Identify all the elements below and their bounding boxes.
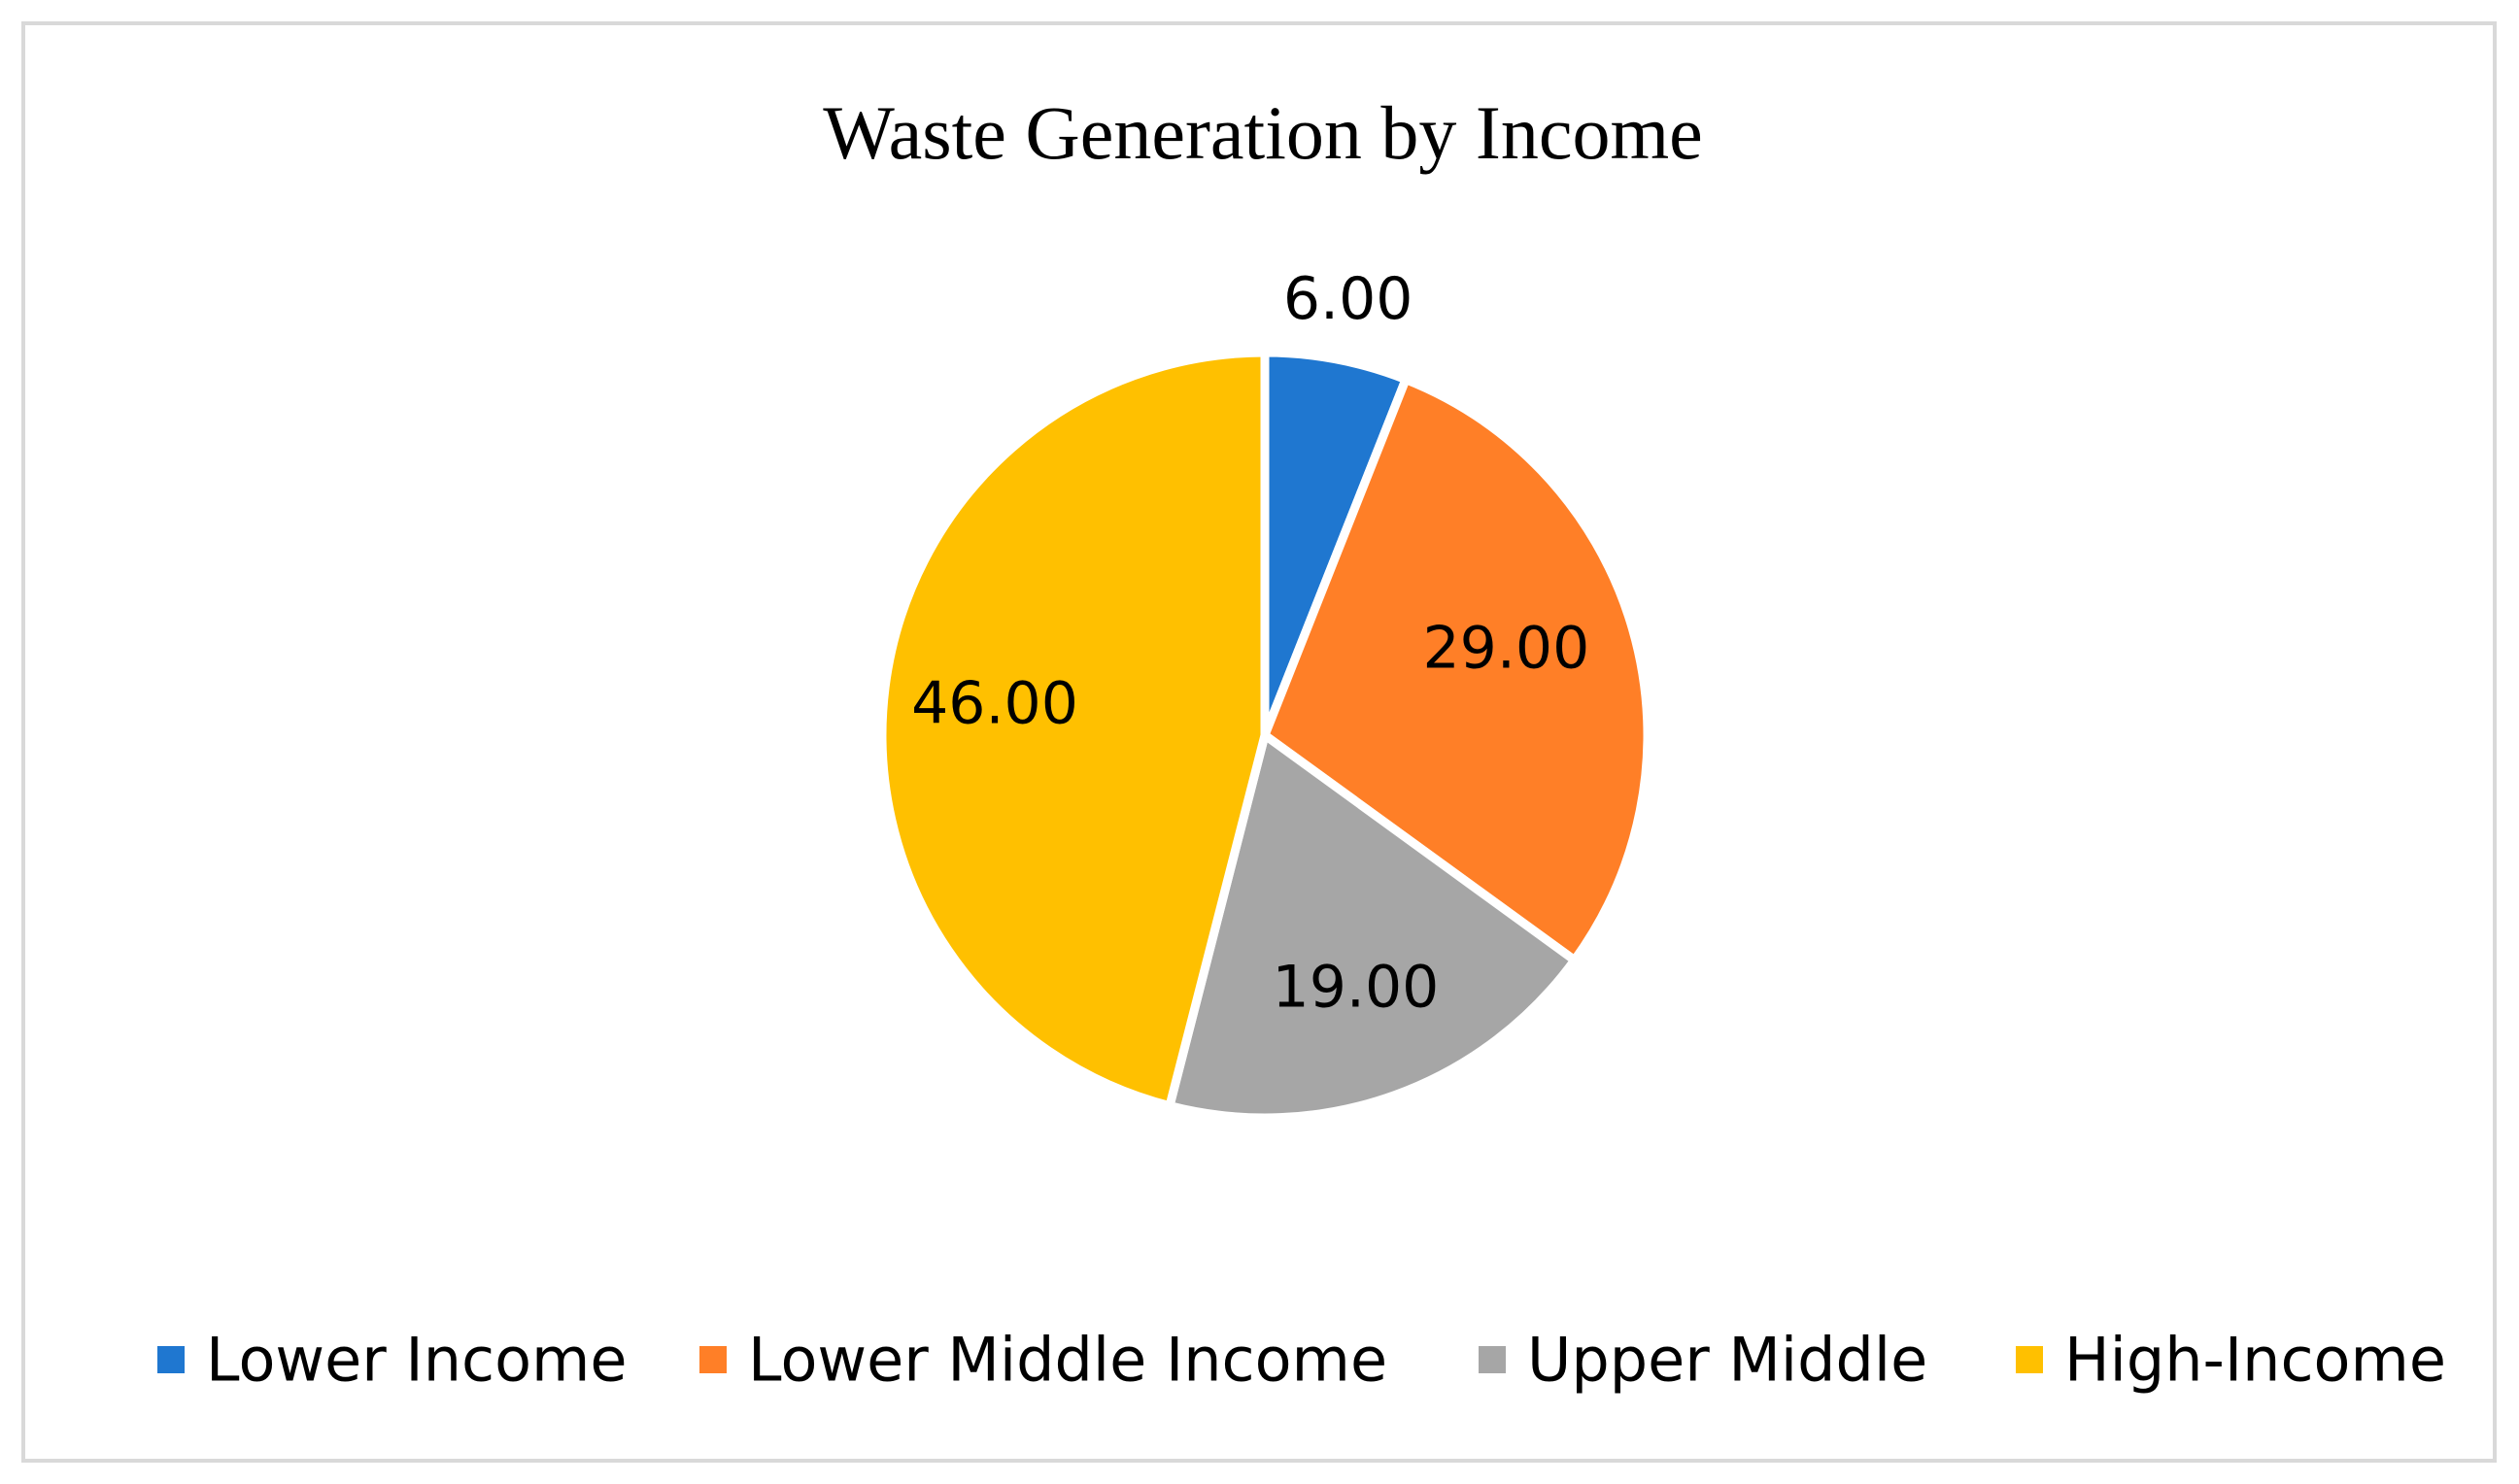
legend-label-lower-middle-income: Lower Middle Income xyxy=(748,1325,1387,1396)
legend-item-lower-middle-income: Lower Middle Income xyxy=(699,1325,1387,1396)
legend-label-upper-middle: Upper Middle xyxy=(1527,1325,1927,1396)
data-label-high-income: 46.00 xyxy=(911,669,1078,737)
pie-slice-lower-middle-income xyxy=(1260,375,1652,965)
data-label-upper-middle: 19.00 xyxy=(1273,953,1440,1021)
legend-label-lower-income: Lower Income xyxy=(206,1325,628,1396)
legend-swatch-upper-middle xyxy=(1479,1346,1506,1373)
legend-swatch-lower-income xyxy=(157,1346,185,1373)
pie-slice-upper-middle xyxy=(1165,730,1580,1123)
data-label-lower-income: 6.00 xyxy=(1283,265,1413,333)
legend-item-lower-income: Lower Income xyxy=(157,1325,628,1396)
chart-title: Waste Generation by Income xyxy=(823,90,1703,175)
legend-item-high-income: High-Income xyxy=(2016,1325,2446,1396)
legend-swatch-high-income xyxy=(2016,1346,2043,1373)
legend: Lower Income Lower Middle Income Upper Mid… xyxy=(157,1325,2446,1396)
pie-slices xyxy=(877,348,1652,1123)
pie-slice-high-income xyxy=(877,348,1270,1111)
legend-swatch-lower-middle-income xyxy=(699,1346,727,1373)
legend-item-upper-middle: Upper Middle xyxy=(1479,1325,1927,1396)
data-label-lower-middle-income: 29.00 xyxy=(1422,615,1589,683)
data-labels: 6.00 29.00 19.00 46.00 xyxy=(911,265,1589,1021)
legend-label-high-income: High-Income xyxy=(2064,1325,2446,1396)
